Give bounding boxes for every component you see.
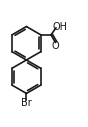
Text: OH: OH [52, 22, 67, 32]
Text: O: O [52, 41, 59, 51]
Text: Br: Br [21, 98, 32, 108]
